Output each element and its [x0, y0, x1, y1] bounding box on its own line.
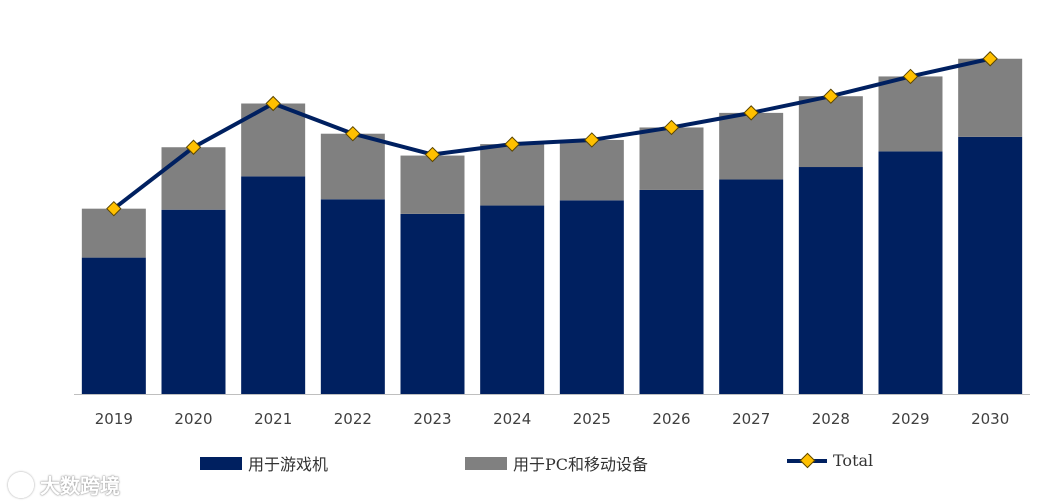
- legend: 用于游戏机 用于PC和移动设备 Total: [0, 451, 1063, 475]
- total-point-2024: [504, 136, 520, 152]
- bar-console-2020: [161, 209, 226, 394]
- legend-swatch-pc-mobile: [465, 456, 507, 470]
- x-tick-label-2019: 2019: [95, 410, 133, 428]
- total-point-2020: [185, 139, 202, 155]
- total-point-2030: [982, 51, 998, 67]
- x-tick-label-2027: 2027: [732, 410, 770, 428]
- bar-pc-mobile-2030: [958, 58, 1023, 137]
- bar-console-2023: [400, 213, 465, 394]
- bar-pc-mobile-2020: [161, 147, 226, 210]
- bar-console-2027: [719, 179, 784, 394]
- bar-pc-mobile-2027: [719, 112, 784, 180]
- x-tick-label-2024: 2024: [493, 410, 531, 428]
- bar-console-2019: [81, 257, 146, 394]
- total-point-2022: [345, 125, 361, 142]
- legend-label-pc-mobile: 用于PC和移动设备: [513, 455, 649, 474]
- legend-swatch-console: [200, 456, 242, 470]
- x-tick-label-2025: 2025: [573, 410, 611, 428]
- watermark-text: 大数跨境: [40, 474, 120, 498]
- total-point-2025: [584, 132, 600, 148]
- bar-console-2021: [241, 176, 306, 394]
- x-tick-label-2022: 2022: [334, 410, 372, 428]
- watermark: 大数跨境: [8, 470, 120, 499]
- bar-pc-mobile-2022: [320, 133, 385, 200]
- bar-pc-mobile-2026: [639, 127, 704, 190]
- x-tick-label-2026: 2026: [652, 410, 690, 428]
- total-line: [112, 56, 991, 211]
- total-point-2019: [106, 200, 122, 217]
- x-tick-label-2030: 2030: [971, 410, 1009, 428]
- legend-label-console: 用于游戏机: [248, 455, 329, 474]
- total-point-2027: [743, 105, 759, 121]
- chart: 2019 2020 2021 2022 2023 2024 2025 2026 2027 2028…: [74, 51, 1030, 428]
- bar-console-2022: [320, 199, 385, 394]
- legend-swatch-total: [787, 452, 827, 469]
- bar-pc-mobile-2024: [480, 144, 545, 206]
- bar-console-2029: [878, 151, 943, 394]
- total-point-2028: [823, 88, 839, 104]
- bar-pc-mobile-2029: [878, 76, 943, 152]
- legend-label-total: Total: [833, 451, 874, 470]
- x-tick-label-2023: 2023: [413, 410, 451, 428]
- bar-pc-mobile-2023: [400, 155, 465, 214]
- total-point-2029: [902, 68, 919, 85]
- x-tick-layer: 2019 2020 2021 2022 2023 2024 2025 2026 2027 2028…: [95, 410, 1010, 428]
- x-tick-label-2029: 2029: [891, 410, 929, 428]
- bar-layer: [81, 58, 1023, 394]
- bar-console-2025: [559, 200, 624, 394]
- bar-console-2024: [480, 205, 545, 394]
- bar-pc-mobile-2028: [798, 96, 863, 168]
- watermark-logo-icon: [8, 471, 34, 498]
- bar-pc-mobile-2019: [81, 208, 146, 258]
- bar-console-2026: [639, 189, 704, 394]
- x-tick-label-2028: 2028: [812, 410, 850, 428]
- total-point-2026: [663, 119, 680, 136]
- total-point-2023: [424, 146, 441, 163]
- x-tick-label-2020: 2020: [174, 410, 212, 428]
- legend-item-console: 用于游戏机: [200, 451, 328, 475]
- total-line-layer: [106, 51, 998, 217]
- legend-item-total: Total: [787, 451, 873, 470]
- bar-console-2030: [958, 136, 1023, 394]
- bar-console-2028: [798, 167, 863, 394]
- legend-item-pc-mobile: 用于PC和移动设备: [465, 451, 648, 475]
- total-point-2021: [265, 95, 281, 112]
- x-tick-label-2021: 2021: [254, 410, 292, 428]
- bar-pc-mobile-2025: [559, 139, 624, 201]
